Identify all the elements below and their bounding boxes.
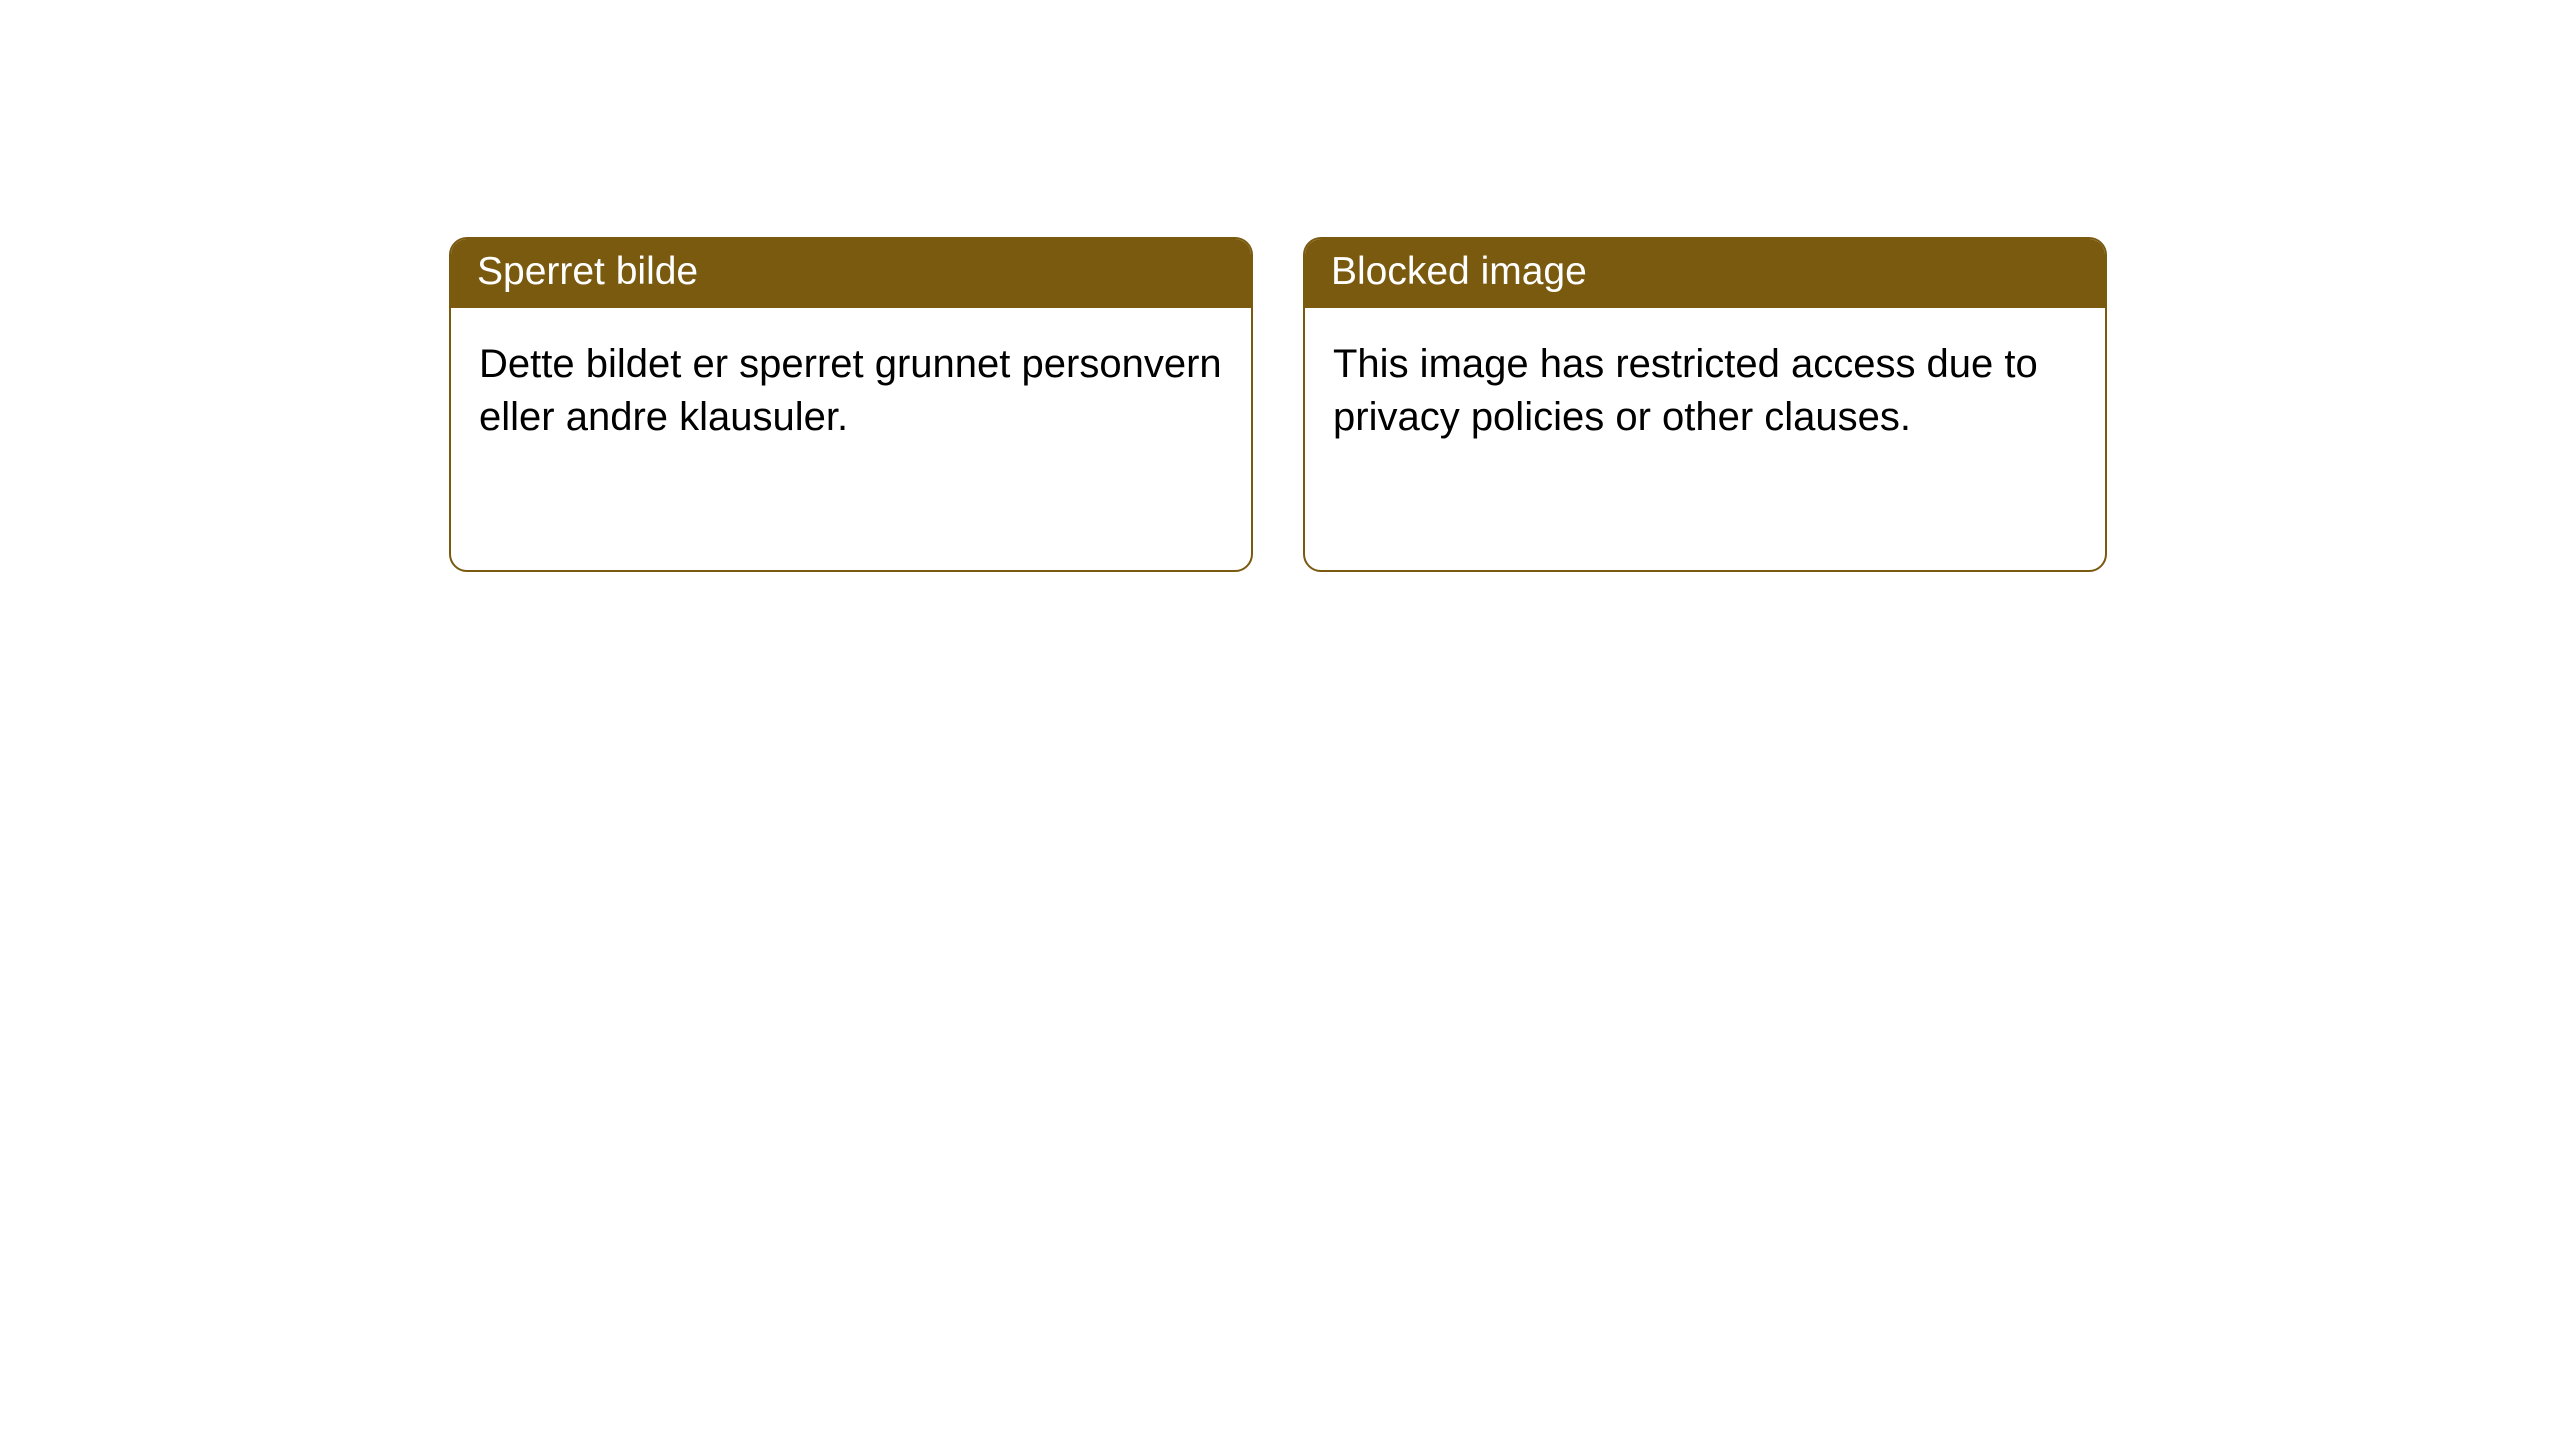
notice-container: Sperret bilde Dette bildet er sperret gr…: [0, 0, 2560, 572]
notice-body-no: Dette bildet er sperret grunnet personve…: [451, 308, 1251, 464]
notice-title-no: Sperret bilde: [451, 239, 1251, 308]
notice-body-en: This image has restricted access due to …: [1305, 308, 2105, 464]
notice-card-en: Blocked image This image has restricted …: [1303, 237, 2107, 572]
notice-title-en: Blocked image: [1305, 239, 2105, 308]
notice-card-no: Sperret bilde Dette bildet er sperret gr…: [449, 237, 1253, 572]
